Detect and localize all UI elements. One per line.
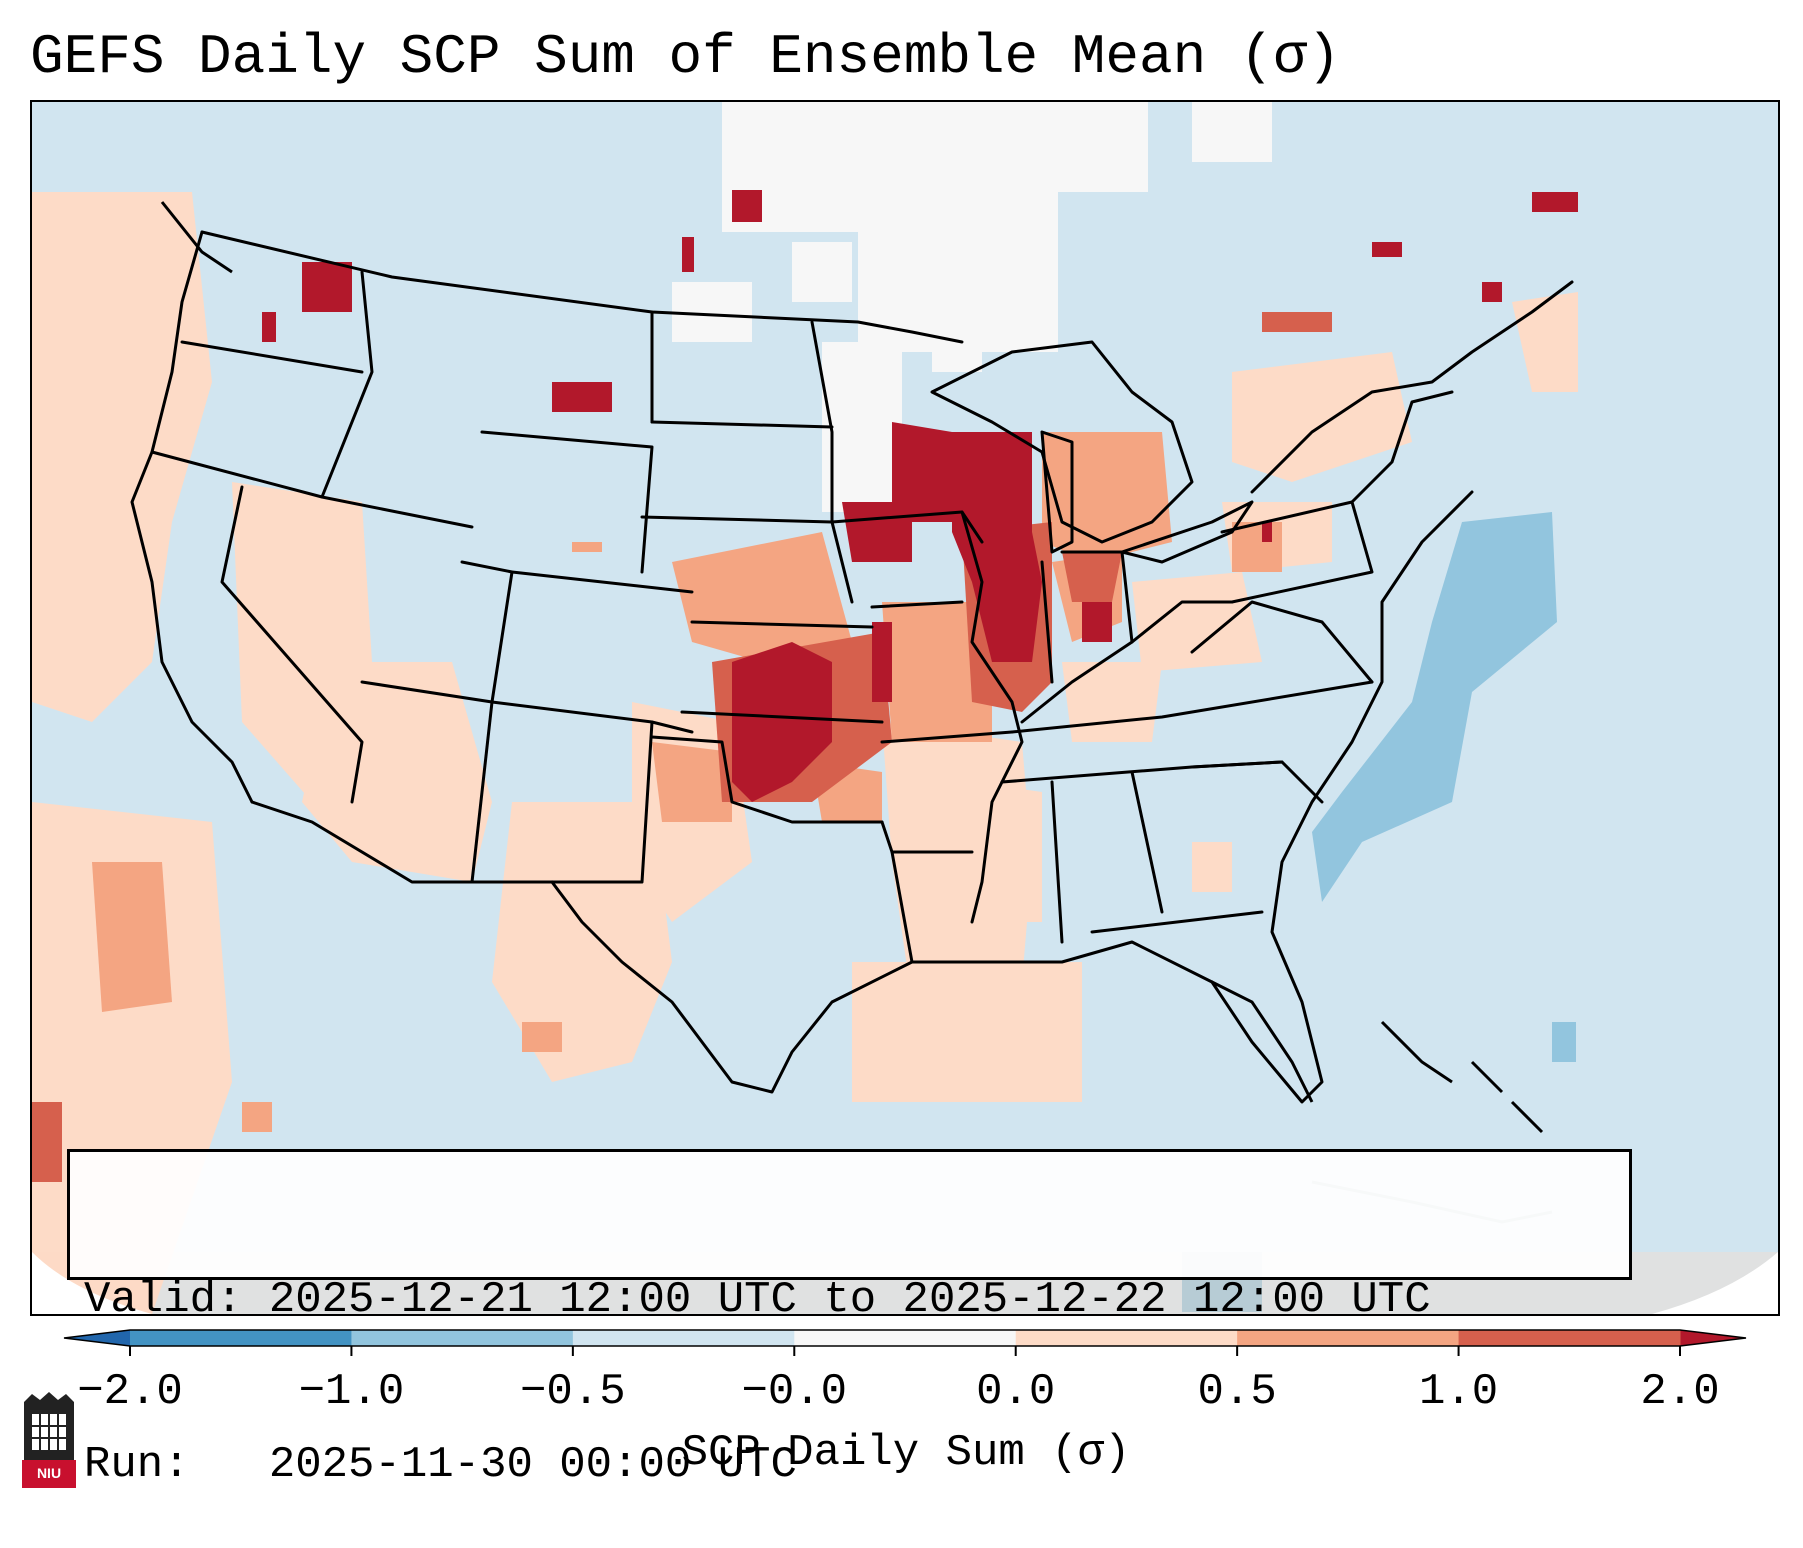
great-lakes-outline xyxy=(930,340,1194,544)
border-il-in xyxy=(1040,560,1054,684)
colorbar-segment xyxy=(1015,1330,1238,1346)
colorbar-label: SCP Daily Sum (σ) xyxy=(681,1428,1131,1478)
tick-label-pos-1: 1.0 xyxy=(1418,1367,1499,1417)
colorbar-segment xyxy=(351,1330,574,1346)
border-al-ga xyxy=(1130,770,1164,914)
border-ky-tn xyxy=(1010,680,1374,734)
niu-logo-icon xyxy=(22,1392,76,1488)
border-va-wv xyxy=(1190,600,1374,684)
border-mo-ar xyxy=(880,730,1014,744)
border-ga-fl xyxy=(1090,910,1264,934)
border-wy xyxy=(480,430,654,574)
state-boundaries xyxy=(130,230,1574,1104)
tick-label-neg-1: −1.0 xyxy=(298,1367,405,1417)
border-wa-or xyxy=(180,340,364,374)
colorbar-segment xyxy=(1237,1330,1460,1346)
canada-us-border-west xyxy=(200,230,964,344)
tick-label-neg-0: −0.0 xyxy=(741,1367,848,1417)
gulf-coast xyxy=(550,880,1214,1094)
colorbar-segment xyxy=(1458,1330,1681,1346)
border-nv xyxy=(220,485,364,804)
lake-erie xyxy=(1120,500,1254,564)
colorbar-extend-min xyxy=(64,1330,130,1346)
border-ne-ks xyxy=(690,620,874,629)
chart-title: GEFS Daily SCP Sum of Ensemble Mean (σ) xyxy=(30,25,1341,89)
border-ia-mo xyxy=(870,600,964,609)
tick-label-pos-2: 2.0 xyxy=(1640,1367,1720,1417)
border-co-nm xyxy=(470,700,494,884)
bahamas-islands xyxy=(1380,1020,1544,1134)
colorbar xyxy=(63,1329,1747,1356)
vancouver-island xyxy=(160,201,233,274)
border-ny xyxy=(1350,390,1454,504)
mexico-border xyxy=(250,800,554,884)
validity-info-box: Valid: 2025-12-21 12:00 UTC to 2025-12-2… xyxy=(67,1149,1632,1490)
border-ut-co xyxy=(490,570,514,704)
mississippi-river xyxy=(960,510,1024,924)
border-ut-az xyxy=(360,680,694,734)
border-oh-in xyxy=(1120,550,1134,644)
lake-michigan xyxy=(1040,430,1074,554)
border-ks-ok xyxy=(680,710,884,724)
run-time-line: Run: 2025-11-30 00:00 UTC xyxy=(84,1440,797,1490)
florida-peninsula xyxy=(1211,980,1314,1103)
border-dakotas-mn xyxy=(810,320,854,604)
border-la-tx xyxy=(880,820,914,964)
colorbar-segment xyxy=(794,1330,1017,1346)
valid-time-line: Valid: 2025-12-21 12:00 UTC to 2025-12-2… xyxy=(84,1275,1431,1325)
colorbar-extend-max xyxy=(1680,1330,1746,1346)
border-id-mt xyxy=(320,270,374,499)
border-sd-ne xyxy=(640,515,834,524)
tick-label-pos-0-5: 0.5 xyxy=(1197,1367,1277,1417)
northeast-coast xyxy=(1250,280,1574,494)
projection-edge-right xyxy=(1652,1252,1778,1314)
colorbar-segment xyxy=(572,1330,795,1346)
extreme-positive-field-cells xyxy=(262,190,1578,802)
border-nd-sd xyxy=(650,420,834,429)
neutral-field-cells xyxy=(672,102,1272,512)
niu-logo-text: NIU xyxy=(36,1465,62,1481)
atlantic-coast xyxy=(1210,490,1474,1104)
border-pa xyxy=(1220,500,1374,604)
projection-edge-left xyxy=(32,1252,152,1314)
map-svg xyxy=(32,102,1778,1314)
border-tx-ok xyxy=(650,735,884,824)
tick-label-neg-2: −2.0 xyxy=(77,1367,183,1417)
colorbar-segment xyxy=(130,1330,352,1346)
border-nc-sc xyxy=(1190,760,1324,804)
tick-label-pos-0: 0.0 xyxy=(976,1367,1056,1417)
map-panel xyxy=(30,100,1780,1316)
pacific-coast xyxy=(130,230,254,804)
border-nm-tx xyxy=(550,720,654,884)
tick-label-neg-0-5: −0.5 xyxy=(520,1367,626,1417)
border-ms-al xyxy=(1050,780,1064,944)
